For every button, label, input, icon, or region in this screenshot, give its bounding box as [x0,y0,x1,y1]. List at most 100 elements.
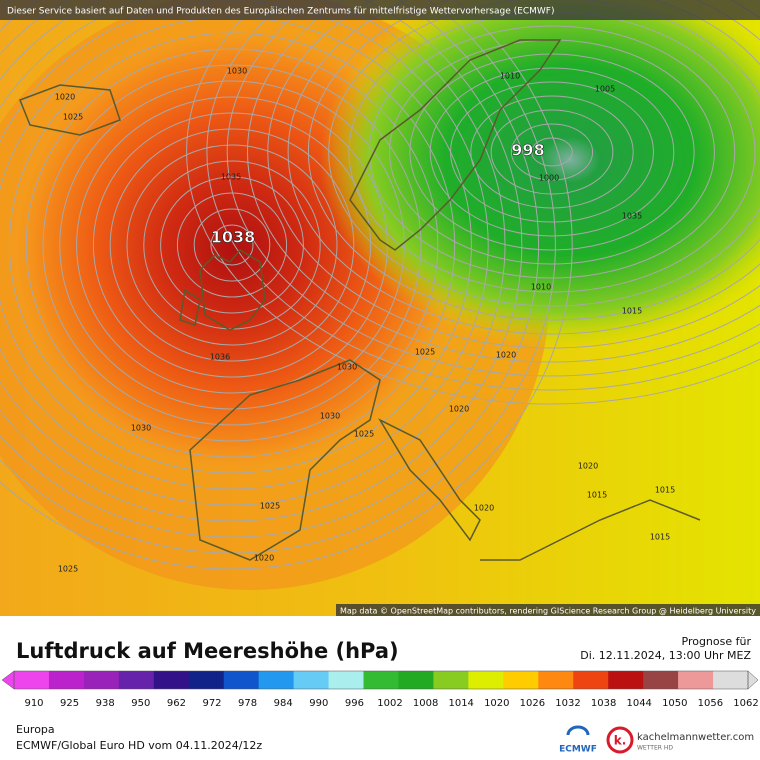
colorbar-tick-label: 938 [96,698,115,709]
isobar [25,48,439,442]
pressure-center-label: 1038 [211,228,256,247]
isobar-label: 1015 [587,491,607,500]
isobar-label: 1030 [337,363,357,372]
isobar-label: 1015 [655,486,675,495]
site-logo: k. [614,734,627,748]
colorbar-swatch [503,671,539,689]
colorbar-swatch [538,671,574,689]
isobar [0,0,573,570]
colorbar-tick-label: 990 [309,698,328,709]
low-pressure [320,0,760,350]
colorbar-tick-label: 1032 [555,698,580,709]
colorbar: 910 925 938 950 962 972 978 984 990 996 1002 1008 10… [1,670,759,709]
colorbar-tick-label: 1026 [520,698,545,709]
colorbar-tick-label: 1050 [662,698,687,709]
colorbar-swatch [328,671,365,689]
colorbar-tick-label: 1008 [413,698,438,709]
isobar-label: 1025 [58,565,78,574]
colorbar-swatch [433,671,469,689]
colorbar-swatch [608,671,644,689]
isobar [8,32,456,458]
colorbar-swatch [398,671,434,689]
isobar [226,0,760,377]
isobar [429,67,675,237]
isobar [59,80,405,410]
isobar-label: 1030 [227,67,247,76]
coastlines [19,39,701,561]
colorbar-swatch [643,671,679,689]
colorbar-tick-label: 1038 [591,698,616,709]
isobar-label: 1010 [500,72,520,81]
attribution: Map data © OpenStreetMap contributors, r… [340,607,756,616]
isobar [510,123,594,181]
forecast-label: Prognose für [682,635,752,648]
isobar-label: 1035 [221,173,241,182]
isobar-label: 1020 [474,504,494,513]
isobar [160,176,304,314]
isobar [176,192,288,298]
colorbar-tick-label: 996 [345,698,364,709]
colorbar-tick-label: 962 [167,698,186,709]
isobar [409,53,695,251]
isobar-label: 1020 [496,351,516,360]
colorbar-swatch [188,671,225,689]
isobar [328,0,760,307]
isobar-label: 1025 [415,348,435,357]
isobar [531,137,573,167]
colorbar-swatch [258,671,295,689]
colorbar-tick-label: 1014 [448,698,473,709]
isobar [368,25,736,279]
isobar [247,0,760,363]
colorbar-swatch [293,671,330,689]
colorbar-tick-label: 1020 [484,698,509,709]
colorbar-swatch [223,671,260,689]
isobar-label: 1030 [320,412,340,421]
pressure-center-label: 998 [511,141,544,160]
isobar-label: 1005 [595,85,615,94]
isobar-label: 1036 [210,353,230,362]
isobar-label: 1025 [63,113,83,122]
ecmwf-logo: ECMWF [559,745,597,755]
isobar [0,0,540,538]
forecast-time: Di. 12.11.2024, 13:00 Uhr MEZ [580,649,751,662]
isobar-labels: 1030 1020 1025 1010 1005 998 1035 1000 1035 1038 1… [55,67,675,574]
header-bar [0,0,760,20]
colorbar-tick-label: 984 [274,698,293,709]
isobar [109,128,355,362]
colorbar-tick-label: 910 [24,698,43,709]
model-run: ECMWF/Global Euro HD vom 04.11.2024/12z [16,739,262,752]
isobar-label: 1025 [260,502,280,511]
isobar [193,208,271,282]
colorbar-swatch [118,671,155,689]
colorbar-tick-label: 925 [60,698,79,709]
legend-title: Luftdruck auf Meereshöhe (hPa) [16,639,399,663]
isobar-label: 1025 [354,430,374,439]
colorbar-swatch [83,671,120,689]
colorbar-tick-label: 950 [131,698,150,709]
isobar [287,0,760,335]
isobar-label: 1010 [531,283,551,292]
isobar [126,144,338,346]
isobar-label: 1015 [650,533,670,542]
isobar [210,224,254,266]
colorbar-tick-label: 972 [202,698,221,709]
isobar [307,0,760,321]
colorbar-tick-label: 1002 [377,698,402,709]
isobar [206,0,760,391]
colorbar-swatch [713,671,749,689]
colorbar-swatch [48,671,85,689]
isobar-label: 1015 [622,307,642,316]
attribution-bar [336,604,760,616]
colorbar-swatch [678,671,714,689]
site-name: kachelmannwetter.com [637,732,754,743]
site-sub: WETTER HD [637,745,673,752]
colorbar-tick-label: 978 [238,698,257,709]
isobar-label: 1000 [539,174,559,183]
isobar-label: 1020 [449,405,469,414]
isobar-label: 1020 [55,93,75,102]
isobars [0,0,760,570]
site-icon [606,726,634,754]
colorbar-swatch [363,671,399,689]
